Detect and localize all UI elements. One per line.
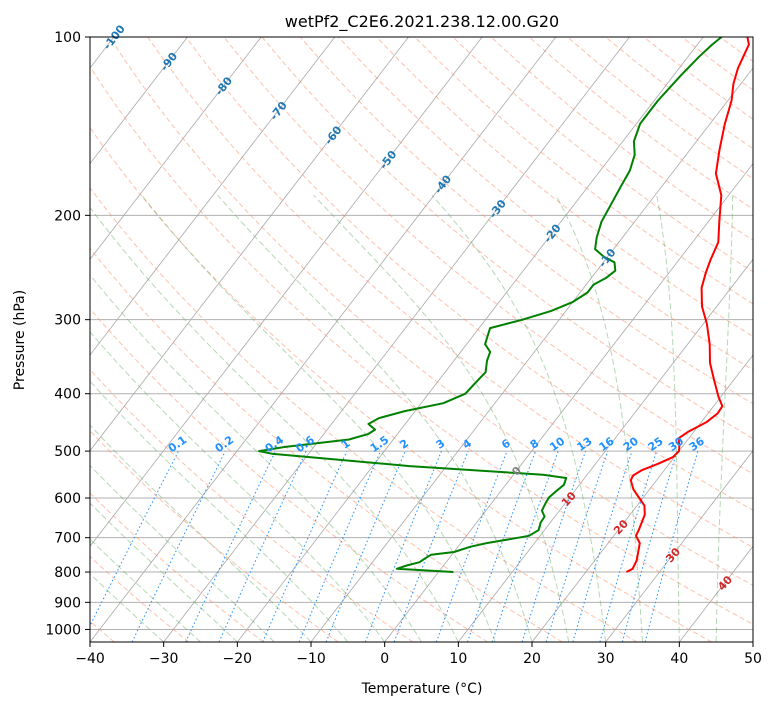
dry-adiabat-line	[299, 37, 753, 405]
isotherm-line	[605, 450, 753, 642]
isotherm-line	[310, 67, 753, 642]
mixing-ratio-line	[521, 450, 587, 642]
dry-adiabat-line	[90, 187, 638, 642]
y-tick-label: 600	[54, 491, 81, 507]
mixing-ratio-line	[644, 450, 699, 642]
mixing-ratio-line	[572, 450, 633, 642]
isotherm-line	[531, 354, 753, 642]
series-layer	[258, 37, 750, 573]
dry-adiabat-line	[109, 37, 753, 586]
isotherm-line	[90, 37, 188, 165]
mixing-ratio-line	[364, 450, 442, 642]
dry-adiabat-line	[90, 555, 190, 642]
x-tick-label: 10	[449, 651, 467, 667]
isotherm-line	[237, 37, 704, 642]
moist-adiabat-line	[90, 538, 201, 642]
temperature-profile-line	[625, 37, 750, 573]
mixing-ratio-line	[599, 450, 658, 642]
y-tick-label: 400	[54, 387, 81, 403]
y-tick-label: 800	[54, 565, 81, 581]
mixing-ratio-line	[325, 450, 406, 642]
moist-adiabat-line	[431, 194, 607, 642]
isotherm-line	[90, 37, 409, 452]
dewpoint-profile-line	[258, 37, 723, 573]
x-tick-label: 0	[380, 651, 389, 667]
dry-adiabat-line	[90, 65, 753, 625]
x-axis-label: Temperature (°C)	[361, 681, 483, 697]
isotherm-line	[90, 37, 336, 356]
chart-title: wetPf2_C2E6.2021.238.12.00.G20	[285, 12, 559, 32]
mixing-ratio-line	[90, 450, 179, 627]
moist-adiabat-line	[656, 195, 680, 642]
dry-adiabat-line	[90, 307, 488, 642]
x-tick-label: −30	[149, 651, 179, 667]
x-tick-label: −20	[223, 651, 253, 667]
isotherm-line	[163, 37, 630, 642]
moist-adiabat-line	[90, 331, 386, 642]
y-tick-label: 100	[54, 30, 81, 46]
isotherm-line	[458, 258, 753, 642]
y-tick-label: 700	[54, 531, 81, 547]
y-tick-label: 500	[54, 444, 81, 460]
mixing-ratio-line	[393, 450, 469, 642]
isotherm-line	[90, 37, 483, 547]
x-tick-label: 30	[597, 651, 615, 667]
x-axis: −40 −30 −20 −10 0 10 20 30 40 50	[75, 642, 762, 667]
dry-adiabat-line	[376, 37, 753, 338]
y-axis-label: Pressure (hPa)	[12, 290, 28, 390]
moist-adiabat-line	[555, 195, 643, 642]
dry-adiabat-line	[147, 37, 753, 548]
mixing-ratio-line	[262, 450, 348, 642]
y-tick-label: 300	[54, 313, 81, 329]
plot-frame	[89, 36, 754, 643]
mixing-ratio-line	[545, 450, 609, 642]
dry-adiabat-line	[185, 37, 753, 511]
moist-adiabat-line	[141, 194, 496, 642]
x-tick-label: −10	[296, 651, 326, 667]
moist-adiabat-line	[715, 195, 734, 642]
mixing-ratio-line	[621, 450, 678, 642]
mixing-ratio-line	[298, 450, 381, 642]
moist-adiabat-line	[90, 573, 165, 642]
dry-adiabat-line	[90, 492, 264, 642]
moist-adiabat-line	[90, 380, 349, 642]
moist-adiabat-line	[90, 502, 238, 642]
moist-adiabat-line	[90, 206, 459, 642]
x-tick-label: 20	[523, 651, 541, 667]
dry-adiabat-line	[414, 37, 753, 305]
mixing-ratio-line	[435, 450, 508, 642]
x-tick-label: −40	[75, 651, 105, 667]
dry-adiabat-line	[261, 37, 753, 440]
background-lines	[90, 37, 753, 642]
mixing-ratio-line	[491, 450, 559, 642]
y-tick-label: 900	[54, 595, 81, 611]
moist-adiabat-line	[217, 194, 533, 642]
dry-adiabat-line	[90, 247, 563, 642]
moist-adiabat-line	[90, 274, 422, 642]
x-tick-label: 50	[744, 651, 762, 667]
isotherm-line	[384, 162, 753, 642]
mixing-ratio-line	[131, 450, 226, 642]
moist-adiabat-line	[313, 194, 570, 642]
y-axis: 100 200 300 400 500 600 700 800 900 1000	[45, 30, 90, 638]
mixing-ratio-line	[467, 450, 536, 642]
isotherm-line	[90, 37, 557, 642]
x-tick-label: 40	[670, 651, 688, 667]
isotherm-line	[90, 37, 262, 260]
dry-adiabat-line	[90, 368, 414, 642]
y-tick-label: 1000	[45, 622, 81, 638]
moist-adiabat-line	[90, 464, 275, 642]
y-tick-label: 200	[54, 208, 81, 224]
